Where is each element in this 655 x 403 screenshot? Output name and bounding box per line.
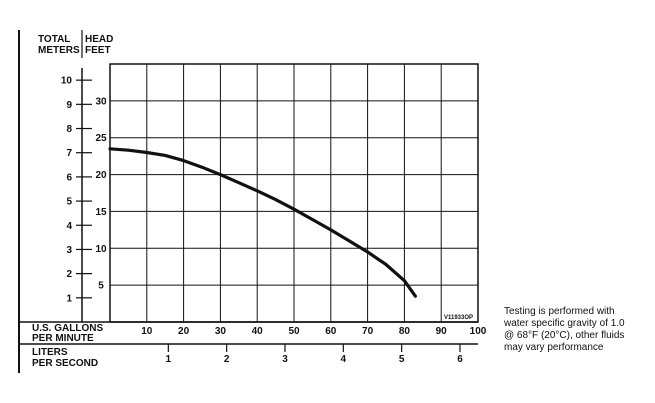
feet-tick-label: 30 [95, 96, 107, 107]
meters-tick-label: 8 [66, 124, 72, 135]
gpm-tick-label: 50 [288, 326, 300, 337]
gpm-tick-label: 80 [399, 326, 411, 337]
meters-tick-label: 2 [66, 269, 72, 280]
feet-tick-label: 25 [95, 133, 107, 144]
note-line-1: Testing is performed with [504, 306, 615, 317]
note-line-2: water specific gravity of 1.0 [504, 318, 625, 329]
feet-tick-label: 10 [95, 244, 107, 255]
gpm-tick-label: 40 [252, 326, 264, 337]
gpm-tick-label: 70 [362, 326, 374, 337]
feet-tick-label: 5 [98, 281, 104, 292]
gpm-tick-label: 60 [325, 326, 337, 337]
feet-header-line2: FEET [85, 45, 111, 56]
gpm-tick-label: 10 [141, 326, 153, 337]
gpm-tick-label: 30 [215, 326, 227, 337]
note-line-4: may vary performance [504, 342, 604, 353]
lps-tick-label: 4 [341, 354, 347, 365]
meters-tick-label: 6 [66, 172, 72, 183]
series-group [108, 147, 417, 298]
chart-code: V11933OP [444, 315, 473, 321]
meters-header-line2: METERS [38, 45, 80, 56]
meters-tick-label: 10 [61, 76, 73, 87]
lps-tick-label: 1 [166, 354, 172, 365]
test-note: Testing is performed with water specific… [504, 306, 654, 354]
lps-tick-label: 5 [399, 354, 405, 365]
plot-grid [109, 63, 479, 323]
meters-header-line1: TOTAL [38, 34, 70, 45]
gpm-tick-label: 90 [436, 326, 448, 337]
lps-tick-label: 2 [224, 354, 230, 365]
gpm-tick-label: 20 [178, 326, 190, 337]
gpm-header-line2: PER MINUTE [32, 333, 94, 344]
performance-curve [108, 147, 417, 298]
meters-tick-label: 9 [66, 100, 72, 111]
lps-tick-label: 6 [457, 354, 463, 365]
lps-header-line1: LITERS [32, 347, 68, 358]
feet-tick-label: 20 [95, 170, 107, 181]
meters-tick-label: 7 [66, 148, 72, 159]
lps-header-line2: PER SECOND [32, 358, 98, 369]
lps-tick-label: 3 [282, 354, 288, 365]
feet-tick-label: 15 [95, 207, 107, 218]
meters-tick-label: 5 [66, 197, 72, 208]
gpm-tick-label: 100 [470, 326, 487, 337]
gpm-header-line1: U.S. GALLONS [32, 323, 103, 334]
meters-tick-label: 3 [66, 245, 72, 256]
note-line-3: @ 68°F (20°C), other fluids [504, 330, 625, 341]
feet-header-line1: HEAD [85, 34, 113, 45]
meters-tick-label: 4 [66, 221, 72, 232]
meters-tick-label: 1 [66, 293, 72, 304]
